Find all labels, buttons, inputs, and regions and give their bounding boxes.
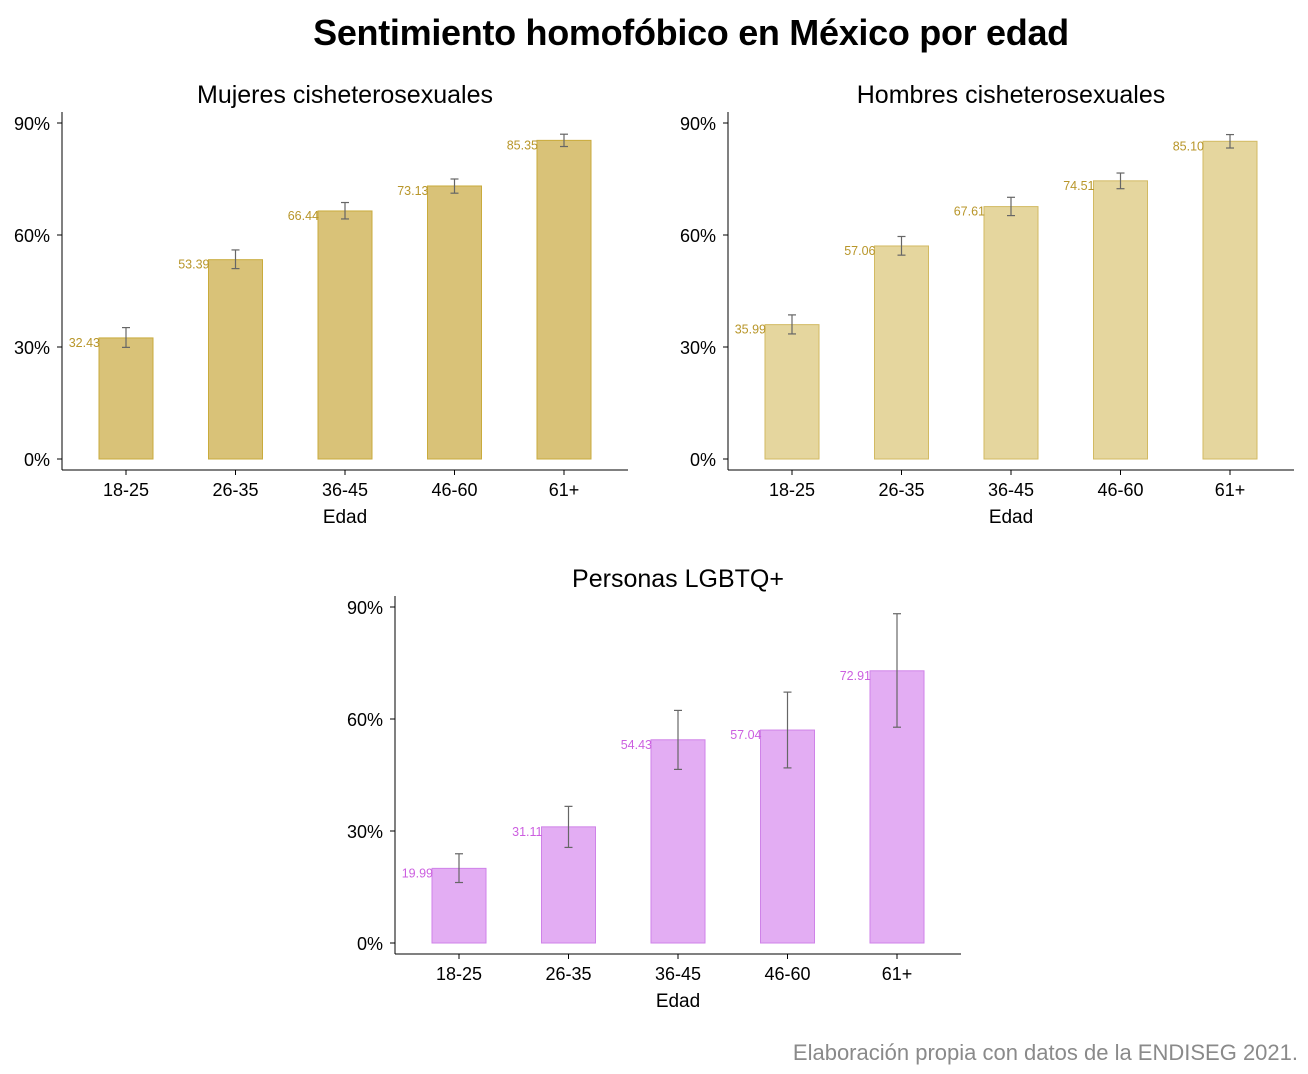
y-tick-label: 30% (347, 822, 383, 842)
data-label: 35.99 (735, 323, 766, 337)
x-axis-label: Edad (323, 507, 367, 528)
x-tick-label: 18-25 (103, 480, 149, 500)
data-label: 73.13 (397, 184, 428, 198)
data-label: 85.35 (507, 138, 538, 152)
x-tick-label: 26-35 (878, 480, 924, 500)
data-label: 85.10 (1173, 139, 1204, 153)
data-label: 19.99 (402, 866, 433, 880)
x-axis-label: Edad (656, 991, 700, 1012)
data-label: 57.06 (844, 244, 875, 258)
bar (764, 324, 820, 460)
chart-panel-mujeres: Mujeres cisheterosexuales 0% 30% 60% 90% 32.… (14, 81, 628, 528)
data-label: 67.61 (954, 205, 985, 219)
x-tick-label: 26-35 (212, 480, 258, 500)
plot-area: 0% 30% 60% 90% 19.99 18-25 31.11 26-35 54.43 36-4… (347, 596, 961, 984)
bar (983, 206, 1039, 460)
x-tick-label: 46-60 (764, 964, 810, 984)
data-label: 54.43 (621, 738, 652, 752)
y-tick-label: 90% (14, 114, 50, 134)
data-label: 31.11 (512, 825, 542, 839)
bar (98, 337, 154, 460)
x-tick-label: 26-35 (545, 964, 591, 984)
plot-area: 0% 30% 60% 90% 32.43 18-25 53.39 26-35 66.44 36-4… (14, 112, 628, 500)
plot-area: 0% 30% 60% 90% 35.99 18-25 57.06 26-35 67.61 36-4… (680, 112, 1294, 500)
data-label: 72.91 (840, 669, 871, 683)
data-label: 66.44 (288, 209, 319, 223)
x-tick-label: 18-25 (436, 964, 482, 984)
bar (650, 739, 706, 944)
y-tick-label: 30% (14, 338, 50, 358)
bar (427, 185, 482, 460)
x-tick-label: 61+ (549, 480, 580, 500)
bar (1093, 180, 1148, 460)
x-tick-label: 46-60 (1097, 480, 1143, 500)
chart-panel-hombres: Hombres cisheterosexuales 0% 30% 60% 90% 35.… (680, 81, 1294, 528)
data-label: 53.39 (178, 258, 209, 272)
bar (208, 259, 263, 460)
page-title: Sentimiento homofóbico en México por eda… (313, 12, 1069, 53)
x-tick-label: 46-60 (431, 480, 477, 500)
y-tick-label: 0% (24, 450, 50, 470)
bar (541, 826, 596, 944)
x-tick-label: 61+ (1215, 480, 1246, 500)
source-caption: Elaboración propia con datos de la ENDIS… (792, 1040, 1298, 1065)
x-tick-label: 36-45 (655, 964, 701, 984)
x-tick-label: 36-45 (988, 480, 1034, 500)
bar (536, 139, 592, 460)
y-tick-label: 0% (690, 450, 716, 470)
bar (317, 210, 373, 460)
y-tick-label: 60% (347, 710, 383, 730)
x-tick-label: 61+ (882, 964, 913, 984)
data-label: 32.43 (69, 336, 100, 350)
data-label: 57.04 (730, 728, 761, 742)
y-tick-label: 30% (680, 338, 716, 358)
y-tick-label: 90% (680, 114, 716, 134)
panel-title: Mujeres cisheterosexuales (197, 81, 493, 109)
y-tick-label: 60% (14, 226, 50, 246)
bar (874, 245, 929, 460)
x-tick-label: 18-25 (769, 480, 815, 500)
y-tick-label: 60% (680, 226, 716, 246)
chart-panel-lgbtq: Personas LGBTQ+ 0% 30% 60% 90% 19.99 18-25 31.… (347, 565, 961, 1012)
y-tick-label: 0% (357, 934, 383, 954)
data-label: 74.51 (1063, 179, 1094, 193)
x-tick-label: 36-45 (322, 480, 368, 500)
x-axis-label: Edad (989, 507, 1033, 528)
panel-title: Personas LGBTQ+ (572, 565, 784, 593)
bar (1202, 140, 1258, 460)
y-tick-label: 90% (347, 598, 383, 618)
panel-title: Hombres cisheterosexuales (857, 81, 1165, 109)
